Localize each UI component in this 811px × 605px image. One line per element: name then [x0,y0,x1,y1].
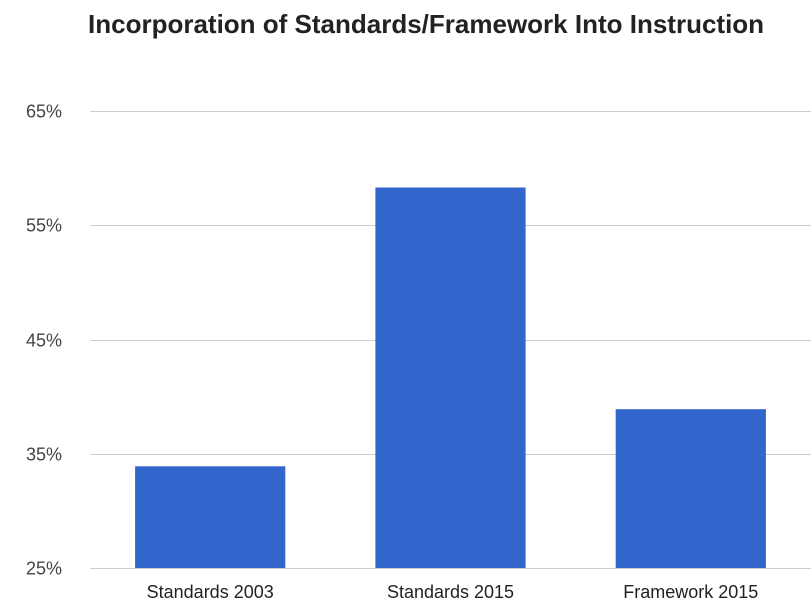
y-tick-label: 55% [26,216,62,236]
bar-standards-2003 [135,466,286,568]
bars [135,187,766,568]
chart-title: Incorporation of Standards/Framework Int… [88,9,765,39]
x-axis-category-labels: Standards 2003 Standards 2015 Framework 20… [147,582,759,602]
y-tick-label: 45% [26,331,62,351]
y-tick-label: 35% [26,445,62,465]
y-axis-tick-labels: 25% 35% 45% 55% 65% [26,102,62,579]
y-tick-label: 25% [26,559,62,579]
x-category-label: Standards 2015 [387,582,514,602]
bar-framework-2015 [615,409,766,568]
y-tick-label: 65% [26,102,62,122]
x-category-label: Standards 2003 [147,582,274,602]
bar-standards-2015 [375,187,526,568]
x-category-label: Framework 2015 [623,582,758,602]
